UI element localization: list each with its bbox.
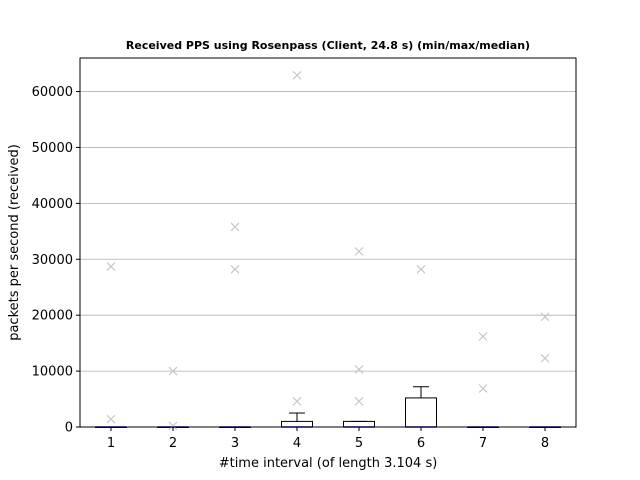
- x-tick-label: 6: [417, 436, 425, 451]
- y-tick-label: 20000: [32, 309, 73, 324]
- x-tick-label: 8: [541, 436, 549, 451]
- y-axis-label: packets per second (received): [7, 144, 22, 341]
- outlier-marker: [354, 247, 364, 256]
- outlier-marker: [416, 264, 426, 274]
- outlier-marker: [540, 312, 550, 322]
- grid-lines: [80, 91, 576, 372]
- outlier-marker: [292, 396, 302, 406]
- x-tick-label: 1: [107, 436, 115, 451]
- outlier-marker: [168, 366, 178, 376]
- y-tick-label: 60000: [32, 85, 73, 100]
- plot-frame: [79, 57, 577, 428]
- outlier-marker: [230, 222, 240, 232]
- x-tick-label: 4: [293, 436, 301, 451]
- outlier-marker: [230, 264, 240, 274]
- y-tick-label: 40000: [32, 197, 73, 212]
- outlier-marker: [478, 332, 488, 341]
- x-axis-label: #time interval (of length 3.104 s): [219, 456, 438, 471]
- y-tick-label: 10000: [32, 365, 73, 380]
- y-tick-label: 30000: [32, 253, 73, 268]
- outlier-marker: [292, 70, 302, 80]
- x-tick-label: 7: [479, 436, 487, 451]
- outlier-marker: [540, 353, 550, 363]
- outlier-marker: [478, 383, 488, 393]
- x-axis-ticks: 1 2 3 4 5 6 7 8: [107, 427, 549, 451]
- x-tick-label: 2: [169, 436, 177, 451]
- outliers: [106, 70, 550, 431]
- outlier-marker: [354, 396, 364, 406]
- chart-title: Received PPS using Rosenpass (Client, 24…: [126, 39, 530, 52]
- y-tick-label: 0: [65, 421, 73, 436]
- outlier-marker: [106, 262, 116, 271]
- outlier-marker: [168, 421, 178, 431]
- x-tick-label: 5: [355, 436, 363, 451]
- y-tick-label: 50000: [32, 141, 73, 156]
- x-tick-label: 3: [231, 436, 239, 451]
- y-axis-ticks: 0 10000 20000 30000 40000 50000 60000: [32, 85, 80, 436]
- outlier-marker: [106, 414, 116, 424]
- outlier-marker: [354, 364, 364, 374]
